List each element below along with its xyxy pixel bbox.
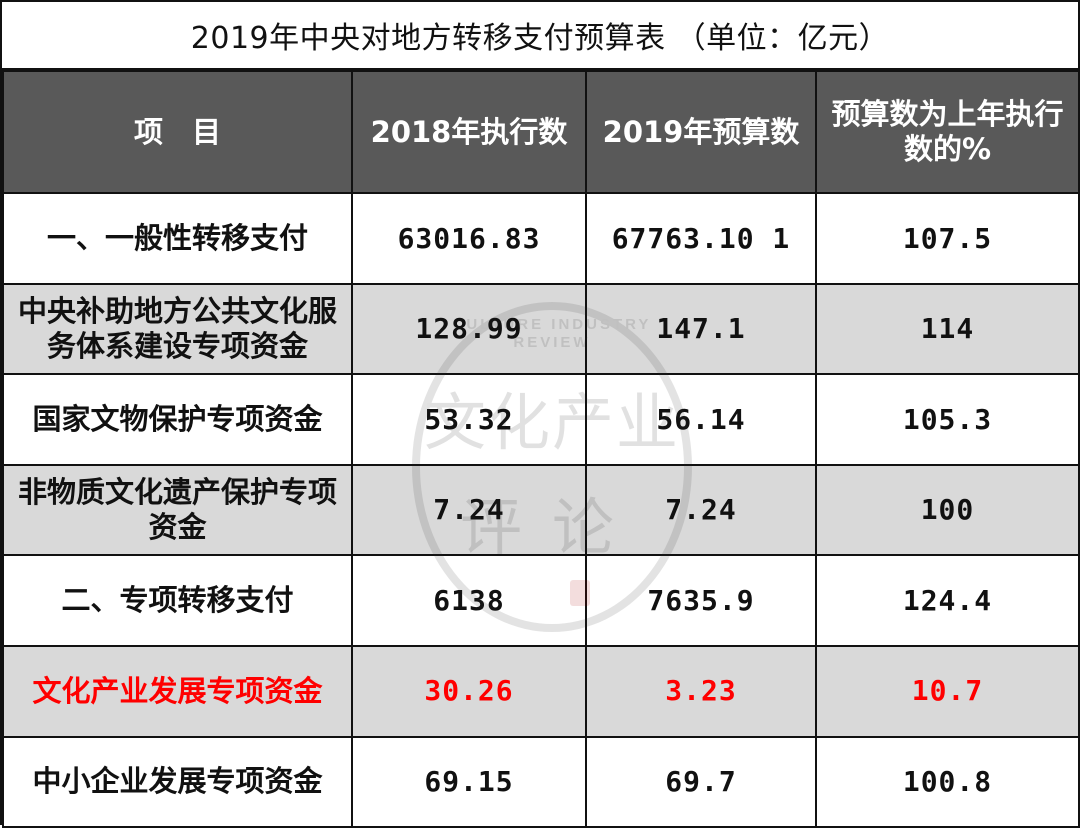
table-row: 中小企业发展专项资金 69.15 69.7 100.8 [2,735,1080,828]
row-percent: 100 [815,463,1080,557]
row-2019: 7.24 [585,463,817,557]
row-2019: 147.1 [585,282,817,376]
table-row: 二、专项转移支付 6138 7635.9 124.4 [2,554,1080,647]
row-percent: 107.5 [815,192,1080,285]
row-item: 国家文物保护专项资金 [2,373,353,466]
row-2019: 67763.10 1 [585,192,817,285]
row-2019: 56.14 [585,373,817,466]
row-2018: 69.15 [351,735,587,828]
budget-table: 项 目 2018年执行数 2019年预算数 预算数为上年执行数的% 一、一般性转… [2,70,1080,828]
table-row: 中央补助地方公共文化服务体系建设专项资金 128.99 147.1 114 [2,282,1080,376]
row-2019: 3.23 [585,644,817,738]
row-2018: 30.26 [351,644,587,738]
row-2018: 53.32 [351,373,587,466]
row-2019: 69.7 [585,735,817,828]
header-2018: 2018年执行数 [351,70,587,194]
row-item: 文化产业发展专项资金 [2,644,353,738]
table-row: 一、一般性转移支付 63016.83 67763.10 1 107.5 [2,192,1080,285]
row-percent: 105.3 [815,373,1080,466]
header-2019: 2019年预算数 [585,70,817,194]
header-percent: 预算数为上年执行数的% [815,70,1080,194]
row-percent: 114 [815,282,1080,376]
row-item: 二、专项转移支付 [2,554,353,647]
row-percent: 124.4 [815,554,1080,647]
row-item: 一、一般性转移支付 [2,192,353,285]
row-percent: 10.7 [815,644,1080,738]
row-item: 中央补助地方公共文化服务体系建设专项资金 [2,282,353,376]
row-2018: 7.24 [351,463,587,557]
header-item: 项 目 [2,70,353,194]
row-percent: 100.8 [815,735,1080,828]
row-2018: 6138 [351,554,587,647]
table-row-highlighted: 文化产业发展专项资金 30.26 3.23 10.7 [2,644,1080,738]
row-2019: 7635.9 [585,554,817,647]
row-2018: 63016.83 [351,192,587,285]
row-item: 中小企业发展专项资金 [2,735,353,828]
table-title: 2019年中央对地方转移支付预算表 （单位：亿元） [2,2,1078,70]
table-row: 国家文物保护专项资金 53.32 56.14 105.3 [2,373,1080,466]
row-2018: 128.99 [351,282,587,376]
row-item: 非物质文化遗产保护专项资金 [2,463,353,557]
table-row: 非物质文化遗产保护专项资金 7.24 7.24 100 [2,463,1080,557]
header-row: 项 目 2018年执行数 2019年预算数 预算数为上年执行数的% [2,70,1080,194]
